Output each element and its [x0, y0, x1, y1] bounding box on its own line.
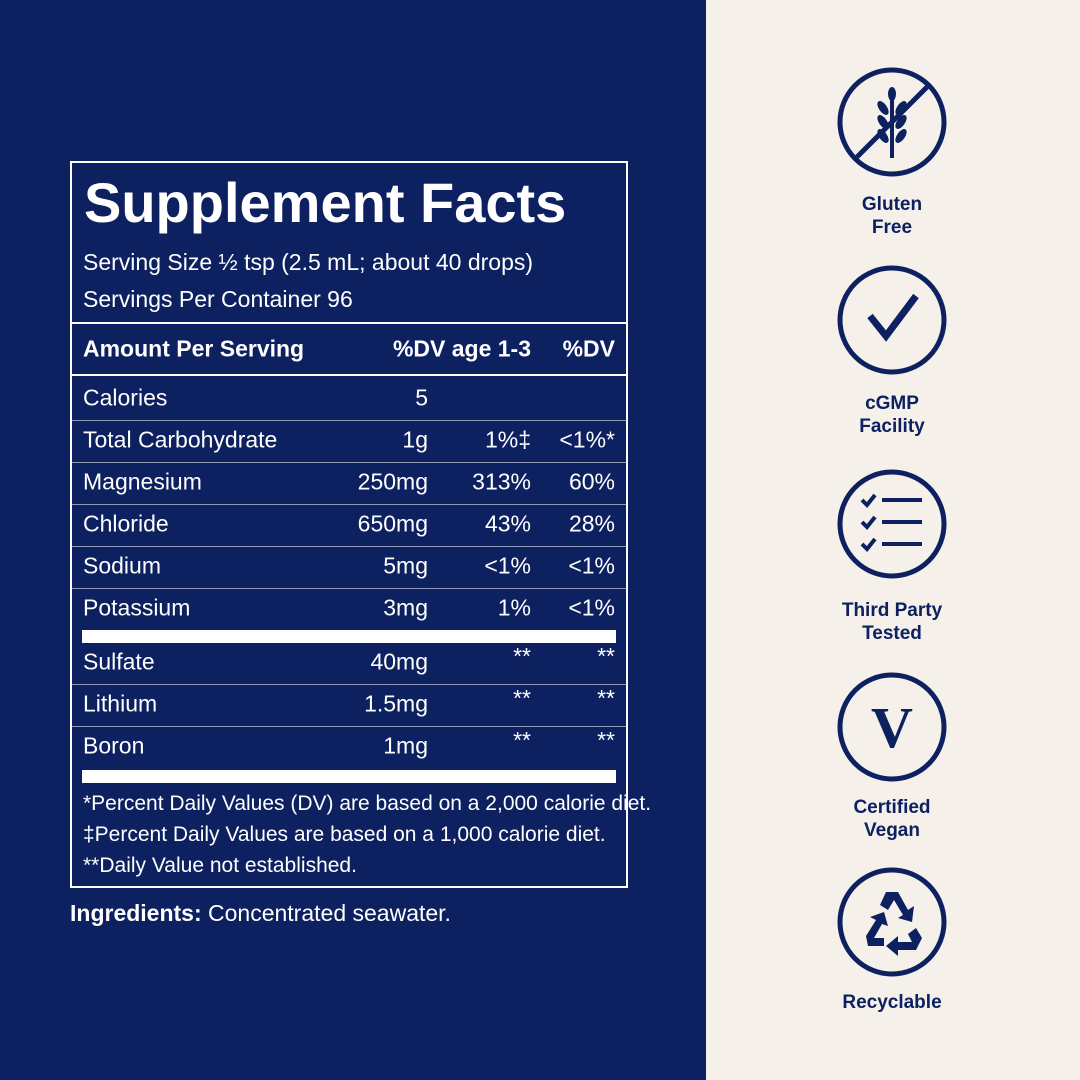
nutrient-dv-age: 313% — [472, 468, 531, 495]
nutrient-amount: 1.5mg — [364, 690, 428, 717]
gluten-free-icon — [837, 67, 947, 177]
nutrient-dv: ** — [597, 643, 615, 670]
table-row: Boron 1mg ** ** — [83, 726, 615, 766]
nutrient-name: Calories — [83, 384, 168, 411]
ingredients-label: Ingredients: — [70, 900, 202, 926]
nutrient-name: Magnesium — [83, 468, 202, 495]
servings-per-container: Servings Per Container 96 — [83, 286, 353, 312]
nutrient-dv-age: 1%‡ — [484, 426, 531, 453]
footnote: ‡Percent Daily Values are based on a 1,0… — [83, 823, 606, 846]
nutrient-dv-age: ** — [513, 727, 531, 754]
divider — [72, 504, 626, 505]
nutrient-dv-age: 1% — [497, 594, 531, 621]
nutrient-amount: 5mg — [383, 552, 428, 579]
nutrient-name: Lithium — [83, 690, 158, 717]
divider — [72, 322, 626, 324]
header-dv: %DV — [562, 335, 615, 362]
nutrient-dv: 28% — [568, 510, 615, 537]
nutrient-name: Boron — [83, 732, 145, 759]
gluten-free-badge — [836, 66, 948, 178]
nutrient-dv: ** — [597, 685, 615, 712]
vegan-badge: V — [836, 671, 948, 783]
facts-title: Supplement Facts — [84, 171, 567, 234]
nutrient-name: Total Carbohydrate — [83, 426, 278, 453]
nutrient-amount: 1mg — [383, 732, 428, 759]
header-row: Amount Per Serving %DV age 1-3 %DV — [83, 329, 615, 369]
checkmark-icon — [837, 265, 947, 375]
nutrient-name: Chloride — [83, 510, 169, 537]
divider — [72, 546, 626, 547]
divider — [72, 462, 626, 463]
nutrient-dv: ** — [597, 727, 615, 754]
footnote: **Daily Value not established. — [83, 854, 357, 877]
recyclable-badge — [836, 866, 948, 978]
vegan-v-icon: V — [837, 672, 947, 782]
thick-divider — [82, 770, 616, 783]
vegan-label: Certified Vegan — [853, 797, 931, 841]
nutrient-dv-age: ** — [513, 685, 531, 712]
nutrient-amount: 5 — [415, 384, 428, 411]
facts-background — [0, 0, 706, 1080]
table-row: Calories 5 — [83, 378, 615, 418]
divider — [72, 726, 626, 727]
third-party-tested-badge — [836, 468, 948, 580]
footnotes: *Percent Daily Values (DV) are based on … — [83, 788, 651, 881]
footnote: *Percent Daily Values (DV) are based on … — [83, 792, 652, 815]
supplement-facts-panel: Supplement Facts Serving Size ½ tsp (2.5… — [70, 161, 651, 888]
thick-divider — [82, 630, 616, 643]
nutrient-dv: <1% — [568, 552, 615, 579]
nutrient-name: Sodium — [83, 552, 161, 579]
ingredients-text: Concentrated seawater. — [201, 900, 451, 926]
checklist-icon — [837, 469, 947, 579]
nutrient-name: Potassium — [83, 594, 191, 621]
table-row: Sulfate 40mg ** ** — [83, 642, 615, 682]
nutrient-dv: <1% — [568, 594, 615, 621]
gluten-free-label: Gluten Free — [861, 194, 923, 238]
nutrient-amount: 250mg — [357, 468, 428, 495]
table-row: Lithium 1.5mg ** ** — [83, 684, 615, 724]
header-dv-age: %DV age 1-3 — [392, 335, 531, 362]
nutrient-dv: 60% — [568, 468, 615, 495]
third-party-tested-label: Third Party Tested — [841, 600, 943, 644]
nutrient-dv-age: <1% — [484, 552, 531, 579]
header-amount: Amount Per Serving — [83, 335, 305, 362]
table-row: Chloride 650mg 43% 28% — [83, 504, 615, 544]
divider — [72, 684, 626, 685]
divider — [72, 420, 626, 421]
nutrient-amount: 650mg — [357, 510, 428, 537]
recycle-icon — [837, 867, 947, 977]
divider — [72, 374, 626, 376]
table-row: Potassium 3mg 1% <1% — [83, 588, 615, 628]
recyclable-label: Recyclable — [842, 992, 942, 1013]
nutrient-amount: 3mg — [383, 594, 428, 621]
divider — [72, 588, 626, 589]
nutrient-dv: <1%* — [559, 426, 615, 453]
nutrient-amount: 1g — [402, 426, 428, 453]
nutrient-dv-age: 43% — [484, 510, 531, 537]
table-row: Sodium 5mg <1% <1% — [83, 546, 615, 586]
cgmp-label: cGMP Facility — [859, 393, 925, 437]
cgmp-badge — [836, 264, 948, 376]
nutrient-dv-age: ** — [513, 643, 531, 670]
svg-text:V: V — [871, 695, 913, 760]
nutrient-name: Sulfate — [83, 648, 155, 675]
ingredients: Ingredients: Concentrated seawater. — [70, 900, 451, 927]
table-row: Total Carbohydrate 1g 1%‡ <1%* — [83, 420, 615, 460]
serving-size: Serving Size ½ tsp (2.5 mL; about 40 dro… — [83, 249, 534, 275]
nutrient-amount: 40mg — [370, 648, 428, 675]
table-row: Magnesium 250mg 313% 60% — [83, 462, 615, 502]
